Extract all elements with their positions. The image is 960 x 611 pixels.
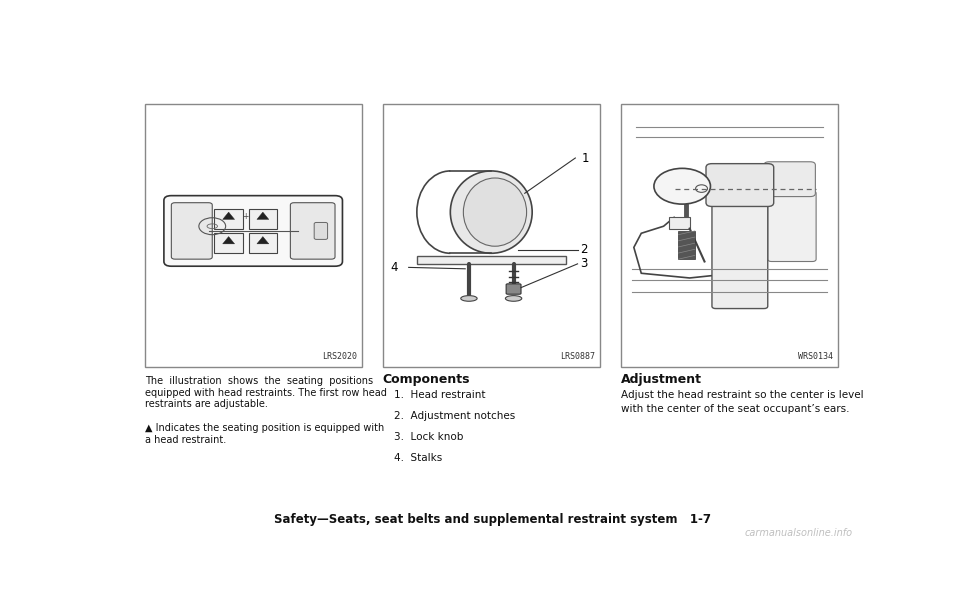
Text: 4.  Stalks: 4. Stalks: [394, 453, 442, 464]
Bar: [669, 217, 689, 229]
FancyBboxPatch shape: [290, 203, 335, 259]
FancyBboxPatch shape: [706, 164, 774, 207]
FancyBboxPatch shape: [712, 200, 768, 309]
Text: 1: 1: [581, 152, 588, 164]
Ellipse shape: [450, 171, 532, 254]
Bar: [214, 233, 243, 253]
Text: equipped with head restraints. The first row head: equipped with head restraints. The first…: [145, 387, 387, 398]
Bar: [621, 104, 838, 367]
Text: Safety—Seats, seat belts and supplemental restraint system   1-7: Safety—Seats, seat belts and supplementa…: [274, 513, 710, 526]
FancyBboxPatch shape: [417, 255, 565, 264]
Polygon shape: [257, 212, 269, 219]
Text: restraints are adjustable.: restraints are adjustable.: [145, 400, 268, 409]
Polygon shape: [223, 236, 234, 244]
Ellipse shape: [464, 178, 527, 246]
Text: a head restraint.: a head restraint.: [145, 434, 226, 445]
FancyBboxPatch shape: [768, 191, 816, 262]
Text: The  illustration  shows  the  seating  positions: The illustration shows the seating posit…: [145, 376, 372, 386]
Text: 3: 3: [581, 257, 588, 270]
Circle shape: [654, 169, 710, 204]
Text: Adjustment: Adjustment: [621, 373, 702, 387]
Text: +: +: [242, 212, 249, 221]
Text: with the center of the seat occupant’s ears.: with the center of the seat occupant’s e…: [621, 404, 850, 414]
FancyBboxPatch shape: [506, 284, 521, 295]
Text: 4: 4: [390, 261, 397, 274]
Text: 3.  Lock knob: 3. Lock knob: [394, 433, 463, 442]
FancyBboxPatch shape: [171, 203, 212, 259]
Bar: [383, 104, 600, 367]
Text: 2.  Adjustment notches: 2. Adjustment notches: [394, 411, 516, 421]
Text: WRS0134: WRS0134: [799, 352, 833, 360]
Bar: [249, 209, 277, 229]
Bar: [679, 231, 695, 259]
Text: LRS0887: LRS0887: [561, 352, 595, 360]
Bar: [214, 209, 243, 229]
FancyBboxPatch shape: [164, 196, 343, 266]
Polygon shape: [223, 212, 234, 219]
Ellipse shape: [461, 296, 477, 301]
Circle shape: [696, 185, 708, 192]
Bar: [249, 233, 277, 253]
Text: Components: Components: [383, 373, 470, 387]
FancyBboxPatch shape: [764, 162, 815, 197]
Text: 2: 2: [581, 243, 588, 256]
Ellipse shape: [505, 296, 522, 301]
Text: LRS2020: LRS2020: [323, 352, 357, 360]
Text: carmanualsonline.info: carmanualsonline.info: [745, 528, 852, 538]
Text: 1.  Head restraint: 1. Head restraint: [394, 390, 486, 400]
Text: Adjust the head restraint so the center is level: Adjust the head restraint so the center …: [621, 390, 863, 400]
Text: ▲ Indicates the seating position is equipped with: ▲ Indicates the seating position is equi…: [145, 423, 384, 433]
FancyBboxPatch shape: [314, 222, 327, 240]
Polygon shape: [257, 236, 269, 244]
Bar: [145, 104, 362, 367]
